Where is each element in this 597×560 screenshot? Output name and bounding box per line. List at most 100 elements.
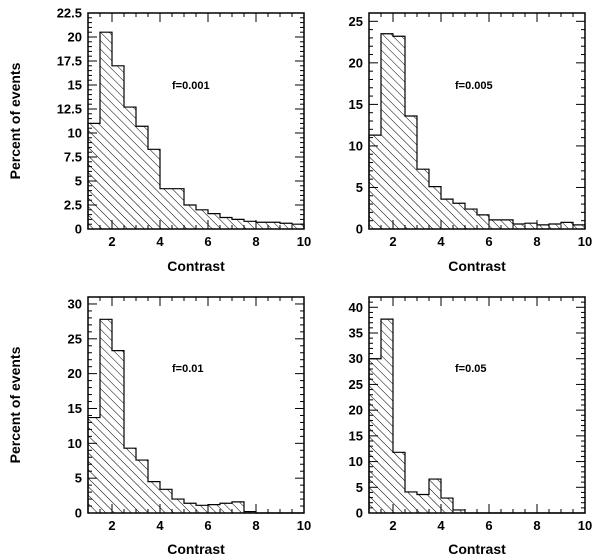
histogram-bar	[405, 116, 417, 229]
histogram-bar	[429, 479, 441, 513]
x-axis-title: Contrast	[167, 541, 225, 557]
histogram-bar	[148, 481, 160, 513]
y-tick-label: 2.5	[64, 198, 82, 213]
histogram-bar	[244, 221, 256, 229]
x-tick-label: 2	[389, 518, 396, 533]
histogram-bar	[453, 509, 465, 513]
histogram-bar	[381, 319, 393, 513]
y-tick-label: 25	[349, 14, 363, 29]
x-tick-label: 10	[297, 234, 311, 249]
x-tick-label: 6	[204, 518, 211, 533]
y-tick-label: 15	[349, 97, 363, 112]
histogram-outline	[87, 318, 304, 514]
panel-f-0005: 2 4 6 8 10 0 5 10 15 20 25 Contrast f=0.005	[349, 12, 592, 274]
histogram-bar	[417, 494, 429, 513]
x-tick-label: 4	[156, 234, 164, 249]
x-axis-title: Contrast	[167, 258, 225, 274]
histogram-bar	[441, 199, 453, 229]
y-tick-label: 0	[356, 222, 363, 237]
y-tick-label: 15	[68, 401, 82, 416]
histogram-bar	[184, 503, 196, 513]
y-axis-title: Percent of events	[7, 62, 23, 179]
histogram-bar	[208, 504, 220, 513]
histogram-bar	[100, 319, 112, 513]
histogram-bar	[136, 126, 148, 229]
histogram-bar	[232, 219, 244, 229]
histogram-bar	[124, 107, 136, 229]
y-tick-label: 40	[349, 300, 363, 315]
x-tick-label: 8	[533, 518, 540, 533]
histogram-bar	[172, 188, 184, 229]
histogram-bar	[441, 498, 453, 513]
y-tick-label: 10	[68, 126, 82, 141]
histogram-bar	[280, 223, 292, 229]
histogram-bar	[393, 452, 405, 513]
histogram-bar	[196, 209, 208, 229]
histogram-bar	[268, 222, 280, 229]
y-tick-label: 20	[349, 403, 363, 418]
y-tick-label: 35	[349, 326, 363, 341]
histogram-bar	[172, 499, 184, 513]
histogram-bar	[549, 224, 561, 229]
x-tick-label: 6	[485, 234, 492, 249]
histogram-bar	[208, 213, 220, 229]
histogram-bar	[477, 214, 489, 229]
y-tick-label: 10	[349, 138, 363, 153]
y-tick-label: 12.5	[57, 102, 82, 117]
y-tick-label: 10	[349, 454, 363, 469]
x-tick-label: 2	[108, 518, 115, 533]
histogram-bar	[429, 186, 441, 229]
histogram-bar	[525, 223, 537, 229]
y-tick-label: 20	[68, 366, 82, 381]
histogram-bar	[160, 188, 172, 229]
y-axis-title: Percent of events	[7, 346, 23, 463]
histogram-bar	[501, 219, 513, 229]
x-tick-label: 4	[437, 234, 445, 249]
histogram-bar	[112, 65, 124, 229]
histogram-bar	[489, 219, 501, 229]
histogram-bar	[573, 224, 585, 229]
histogram-bar	[220, 503, 232, 513]
histogram-bar	[369, 135, 381, 229]
x-tick-label: 10	[297, 518, 311, 533]
x-axis-title: Contrast	[448, 541, 506, 557]
y-tick-label: 0	[75, 506, 82, 521]
y-tick-label: 25	[68, 331, 82, 346]
x-tick-label: 8	[252, 234, 259, 249]
histogram-bar	[417, 169, 429, 229]
histogram-bar	[124, 448, 136, 513]
x-tick-label: 10	[578, 518, 592, 533]
y-tick-label: 7.5	[64, 150, 82, 165]
histogram-bar	[561, 222, 573, 229]
histogram-bar	[513, 224, 525, 229]
histogram-bar	[453, 203, 465, 229]
y-tick-label: 22.5	[57, 6, 82, 21]
histogram-bar	[88, 123, 100, 229]
histogram-bar	[100, 32, 112, 230]
panel-annotation: f=0.05	[455, 363, 487, 375]
x-tick-label: 4	[156, 518, 164, 533]
histogram-bar	[112, 350, 124, 513]
y-tick-label: 5	[75, 471, 82, 486]
y-tick-label: 20	[68, 30, 82, 45]
histogram-bar	[136, 460, 148, 513]
histogram-bar	[196, 505, 208, 513]
y-tick-label: 0	[75, 222, 82, 237]
histogram-bar	[160, 489, 172, 513]
y-tick-label: 5	[356, 180, 363, 195]
y-tick-label: 15	[349, 428, 363, 443]
panel-annotation: f=0.001	[172, 80, 210, 92]
histogram-bar	[465, 209, 477, 229]
histogram-outline	[368, 33, 586, 229]
x-tick-label: 2	[108, 234, 115, 249]
y-tick-label: 30	[68, 296, 82, 311]
panel-annotation: f=0.01	[172, 363, 204, 375]
y-tick-label: 0	[356, 506, 363, 521]
x-tick-label: 6	[204, 234, 211, 249]
y-tick-label: 5	[356, 480, 363, 495]
y-tick-label: 30	[349, 351, 363, 366]
y-tick-label: 5	[75, 174, 82, 189]
x-tick-label: 4	[437, 518, 445, 533]
x-tick-label: 8	[252, 518, 259, 533]
